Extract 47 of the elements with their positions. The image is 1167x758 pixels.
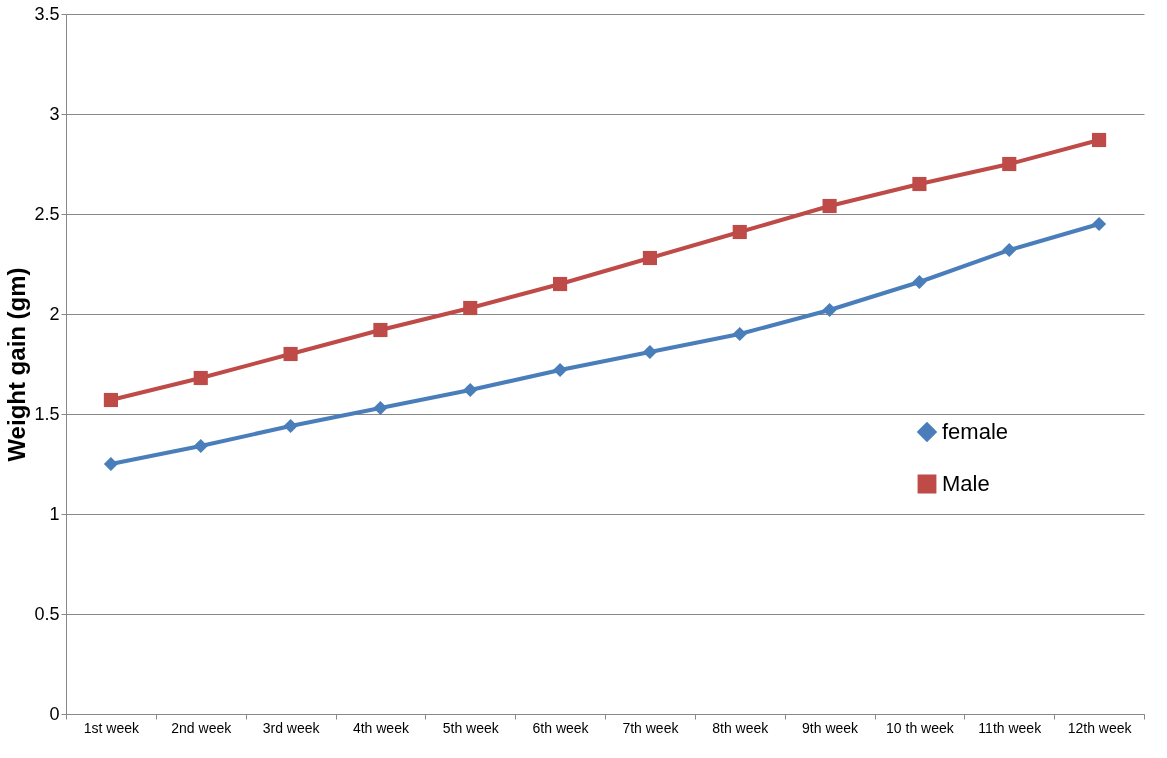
point bbox=[103, 456, 118, 472]
point bbox=[732, 224, 747, 240]
y-tick-label: 0 bbox=[49, 703, 60, 724]
y-axis-title: Weight gain (gm) bbox=[3, 267, 31, 462]
x-tick-label: 9th week bbox=[802, 719, 860, 736]
legend-label: Male bbox=[942, 471, 990, 496]
point bbox=[912, 176, 927, 192]
y-tick-label: 1 bbox=[49, 503, 60, 524]
point bbox=[553, 276, 568, 292]
point bbox=[283, 418, 298, 434]
x-tick-label: 8th week bbox=[712, 719, 770, 736]
point bbox=[463, 300, 478, 316]
x-tick-label: 6th week bbox=[532, 719, 590, 736]
point bbox=[373, 400, 388, 416]
point bbox=[822, 302, 837, 318]
x-tick-label: 5th week bbox=[442, 719, 500, 736]
point bbox=[553, 362, 568, 378]
point bbox=[822, 198, 837, 214]
x-tick-label: 2nd week bbox=[171, 719, 233, 736]
point bbox=[642, 250, 657, 266]
x-tick-label: 1st week bbox=[83, 719, 141, 736]
x-tick-label: 12th week bbox=[1067, 719, 1133, 736]
point bbox=[642, 344, 657, 360]
point bbox=[193, 438, 208, 454]
point bbox=[1092, 132, 1107, 148]
x-tick-label: 4th week bbox=[352, 719, 410, 736]
point bbox=[283, 346, 298, 362]
y-tick-label: 2 bbox=[49, 303, 60, 324]
y-tick-label: 3.5 bbox=[34, 3, 60, 24]
point bbox=[1002, 242, 1017, 258]
y-tick-label: 0.5 bbox=[34, 603, 60, 624]
y-tick-label: 1.5 bbox=[34, 403, 60, 424]
legend-label: female bbox=[942, 419, 1009, 444]
x-tick-label: 7th week bbox=[622, 719, 680, 736]
x-tick-label: 11th week bbox=[978, 719, 1043, 736]
x-tick-label: 3rd week bbox=[262, 719, 321, 736]
point bbox=[373, 322, 388, 338]
y-tick-label: 2.5 bbox=[34, 203, 60, 224]
point bbox=[103, 392, 118, 408]
point bbox=[1092, 216, 1107, 232]
point bbox=[912, 274, 927, 290]
point bbox=[463, 382, 478, 398]
x-tick-label: 10 th week bbox=[886, 719, 955, 736]
point bbox=[732, 326, 747, 342]
y-tick-label: 3 bbox=[49, 103, 60, 124]
point bbox=[1002, 156, 1017, 172]
point bbox=[193, 370, 208, 386]
